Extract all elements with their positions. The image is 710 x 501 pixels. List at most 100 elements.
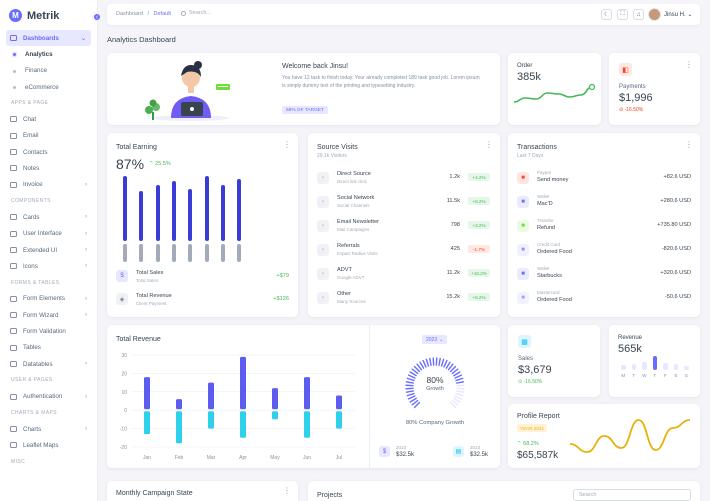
chevron-right-icon: › xyxy=(85,312,87,319)
sidebar-item-datatables[interactable]: Datatables › xyxy=(0,356,98,372)
sidebar-item-email[interactable]: Email xyxy=(0,128,98,144)
transaction-amount: +735.80 USD xyxy=(657,222,691,228)
total-sales-value: +$79 xyxy=(276,273,289,279)
kebab-icon: ⋮ xyxy=(485,140,493,149)
fullscreen-button[interactable]: ⛶ xyxy=(617,9,628,20)
user-menu[interactable]: Jinsu H. ⌄ xyxy=(664,11,692,18)
kebab-icon: ⋮ xyxy=(283,140,291,149)
logo[interactable]: M Metrik xyxy=(9,9,59,22)
chevron-right-icon: › xyxy=(85,393,87,400)
theme-toggle-button[interactable]: ☾ xyxy=(601,9,612,20)
projects-search-input[interactable]: Search xyxy=(573,489,691,501)
weekday-label: T xyxy=(653,373,657,378)
total-earning-menu-button[interactable]: ⋮ xyxy=(283,141,291,149)
earning-bar xyxy=(139,191,144,241)
x-tick-label: Jan xyxy=(143,455,151,461)
company-growth: 80% Company Growth xyxy=(405,420,465,426)
nav-section-heading: FORMS & TABLES xyxy=(11,279,60,286)
social-icon: ◦ xyxy=(317,196,329,208)
source-value: 11.5k xyxy=(446,198,460,204)
sidebar-item-tables[interactable]: Tables xyxy=(0,340,98,356)
nav-section-heading: COMPONENTS xyxy=(11,198,51,205)
source-name: Social Network xyxy=(337,195,375,201)
chevron-right-icon: › xyxy=(85,361,87,368)
source-value: 1.2k xyxy=(449,174,460,180)
briefcase-icon: ◈ xyxy=(116,293,128,305)
chevron-down-icon: ⌄ xyxy=(80,35,86,42)
sidebar-item-dashboards[interactable]: Dashboards ⌄ xyxy=(6,30,91,47)
google-icon: ◦ xyxy=(317,268,329,280)
list-item: ◦ Email Newsletter Mail Campaigns 798 +3.2% xyxy=(308,216,500,240)
sidebar-item-form-validation[interactable]: Form Validation xyxy=(0,323,98,339)
chart-icon: ▦ xyxy=(518,335,531,348)
expense-bar xyxy=(123,244,127,262)
x-tick-label: Apr xyxy=(239,455,247,461)
gauge-tick xyxy=(406,392,415,397)
avatar[interactable] xyxy=(648,8,661,21)
sidebar-item-notes[interactable]: Notes xyxy=(0,160,98,176)
stat1-year: 2023 xyxy=(396,445,407,450)
source-visits-subtitle: 29.1k Visitors xyxy=(317,153,347,159)
breadcrumb-root[interactable]: Dashboard xyxy=(116,11,143,17)
sidebar-subitem-ecommerce[interactable]: eCommerce xyxy=(0,79,98,95)
campaign-menu-button[interactable]: ⋮ xyxy=(283,487,291,495)
search-icon xyxy=(181,10,186,16)
order-label: Order xyxy=(517,63,533,69)
sidebar-item-charts[interactable]: Charts › xyxy=(0,421,98,437)
gauge-tick xyxy=(451,399,459,406)
sidebar-item-form-elements[interactable]: Form Elements › xyxy=(0,291,98,307)
nav-section-heading: APPS & PAGE xyxy=(11,100,49,107)
sidebar-item-leaflet-maps[interactable]: Leaflet Maps xyxy=(0,437,98,453)
gauge-tick xyxy=(455,390,465,393)
sidebar-item-contacts[interactable]: Contacts xyxy=(0,144,98,160)
breadcrumb-separator: / xyxy=(147,11,149,17)
profile-report-change-value: 68.2% xyxy=(523,441,539,447)
credit-card-icon: ■ xyxy=(517,244,529,256)
notes-icon xyxy=(10,165,17,172)
sidebar-item-user-interface[interactable]: User Interface › xyxy=(0,226,98,242)
list-item: ■ Paypal Send money +82.6 USD xyxy=(508,168,700,192)
gauge-tick xyxy=(406,377,415,382)
transaction-name: Send money xyxy=(537,177,569,183)
sidebar-item-cards[interactable]: Cards › xyxy=(0,209,98,225)
source-sub: Direct link click xyxy=(337,179,367,184)
transactions-menu-button[interactable]: ⋮ xyxy=(685,141,693,149)
chat-icon xyxy=(10,116,17,123)
breadcrumb-current[interactable]: Default xyxy=(153,11,171,17)
order-chart xyxy=(513,83,596,103)
wallet-icon: ▤ xyxy=(453,446,464,457)
weekday-label: W xyxy=(642,373,647,378)
nav-section-heading: USER & PAGES xyxy=(11,377,53,384)
expense-bar xyxy=(204,244,209,262)
sidebar-collapse-button[interactable]: ‹ xyxy=(92,12,102,22)
gauge-tick xyxy=(405,390,415,393)
sidebar-item-label: Charts xyxy=(23,425,42,433)
sidebar-item-extended-ui[interactable]: Extended UI › xyxy=(0,242,98,258)
expense-bar xyxy=(220,244,225,262)
sidebar-item-icons[interactable]: Icons › xyxy=(0,258,98,274)
payments-icon: ◧ xyxy=(619,63,632,76)
sidebar-item-label: User Interface xyxy=(23,230,62,238)
transaction-source: Wallet xyxy=(537,266,550,271)
year-select[interactable]: 2023 ⌄ xyxy=(422,335,448,344)
profile-report-card: Profile Report YEAR 2021 ⌃ 68.2% $65,587… xyxy=(508,404,700,468)
map-icon xyxy=(10,442,17,449)
earning-bar xyxy=(237,179,242,241)
datatable-icon xyxy=(10,360,17,367)
sidebar-item-label: Invoice xyxy=(23,181,43,189)
sidebar-subitem-analytics[interactable]: Analytics xyxy=(0,46,98,62)
gauge-tick xyxy=(447,363,454,371)
list-item: ◦ Referrals Impact Radius Visits 425 -1.7% xyxy=(308,240,500,264)
y-tick-label: -20 xyxy=(120,445,127,451)
search-input[interactable]: Search... xyxy=(181,10,211,16)
sidebar-item-invoice[interactable]: Invoice › xyxy=(0,177,98,193)
notifications-button[interactable]: ♫ xyxy=(633,9,644,20)
sidebar-item-form-wizard[interactable]: Form Wizard › xyxy=(0,307,98,323)
sidebar-item-chat[interactable]: Chat xyxy=(0,111,98,127)
source-visits-menu-button[interactable]: ⋮ xyxy=(485,141,493,149)
total-sales-sub: Total Sales xyxy=(136,278,159,283)
sidebar-subitem-finance[interactable]: Finance xyxy=(0,63,98,79)
payments-menu-button[interactable]: ⋮ xyxy=(685,61,693,69)
source-change-badge: +3.2% xyxy=(468,221,490,229)
sidebar-item-authentication[interactable]: Authentication › xyxy=(0,389,98,405)
